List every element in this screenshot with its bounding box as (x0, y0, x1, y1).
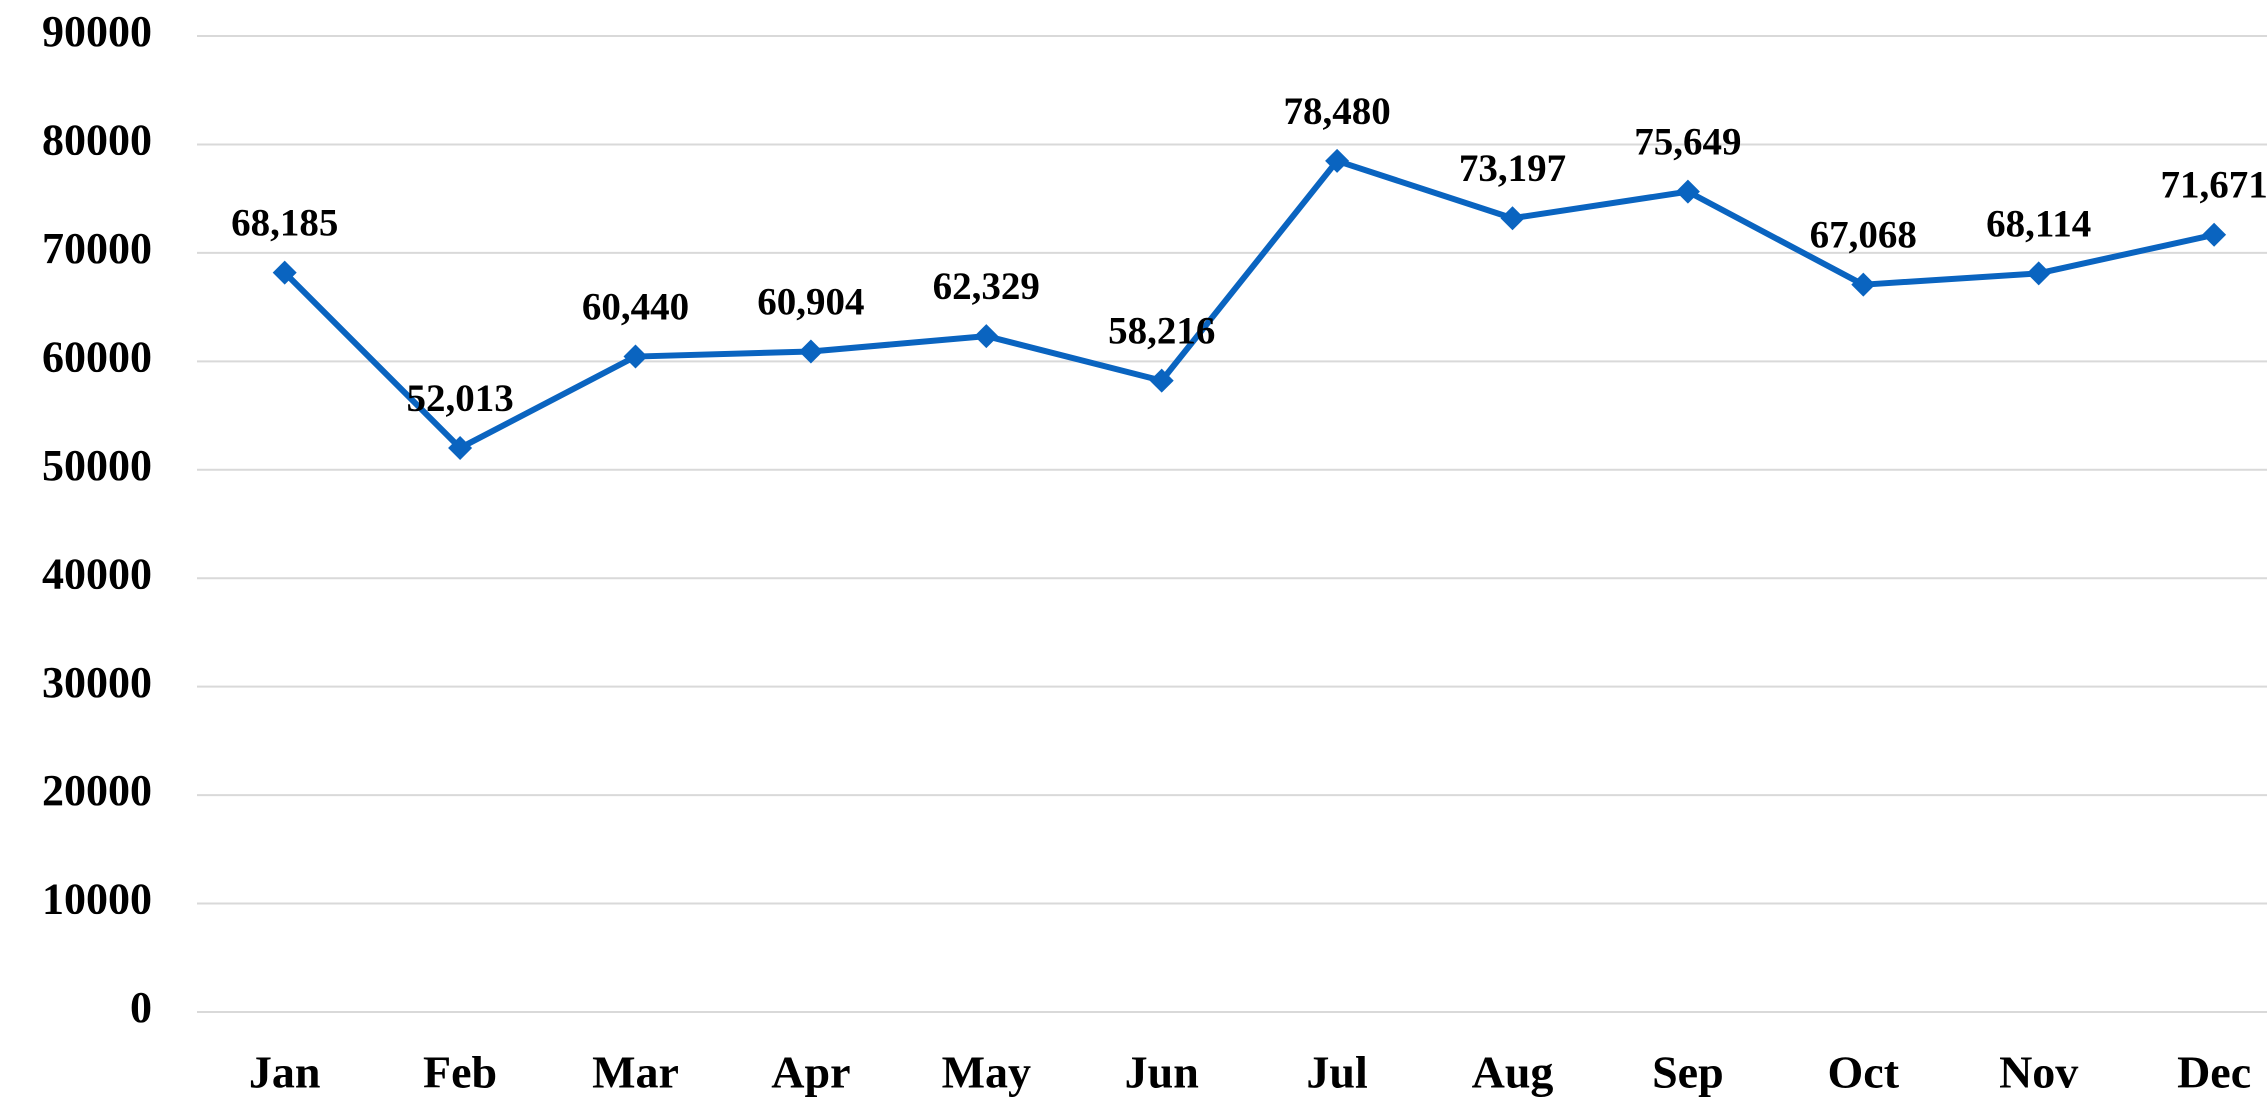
marker (272, 260, 297, 285)
marker (623, 344, 648, 369)
x-tick-label: Mar (592, 1047, 679, 1098)
x-tick-label: Nov (1999, 1047, 2078, 1098)
x-tick-label: Feb (423, 1047, 497, 1098)
data-label: 75,649 (1634, 121, 1741, 164)
data-label: 78,480 (1283, 90, 1390, 133)
data-label: 71,671 (2160, 164, 2267, 207)
series-line (282, 157, 2215, 451)
x-tick-label: Jan (249, 1047, 321, 1098)
x-tick-label: May (942, 1047, 1031, 1098)
marker (2202, 222, 2227, 247)
x-tick-label: Oct (1828, 1047, 1900, 1098)
marker (798, 339, 823, 364)
marker (448, 435, 473, 460)
x-tick-label: Jun (1125, 1047, 1199, 1098)
y-tick-label: 90000 (42, 7, 152, 56)
marker (2026, 261, 2051, 286)
y-tick-label: 50000 (42, 441, 152, 490)
y-tick-label: 10000 (42, 875, 152, 924)
data-label: 68,185 (231, 202, 338, 245)
data-label: 60,904 (757, 280, 864, 323)
y-tick-label: 20000 (42, 766, 152, 815)
data-label: 52,013 (406, 377, 513, 420)
y-tick-label: 60000 (42, 332, 152, 381)
data-label: 60,440 (582, 286, 689, 329)
marker (1500, 206, 1525, 231)
x-tick-label: Sep (1652, 1047, 1724, 1098)
x-tick-label: Dec (2177, 1047, 2251, 1098)
marker (974, 324, 999, 349)
data-label: 73,197 (1459, 147, 1566, 190)
y-tick-label: 80000 (42, 116, 152, 165)
y-tick-label: 40000 (42, 549, 152, 598)
x-tick-label: Jul (1306, 1047, 1367, 1098)
y-tick-label: 0 (130, 983, 152, 1032)
data-label: 62,329 (933, 265, 1040, 308)
data-label: 67,068 (1810, 214, 1917, 257)
y-tick-label: 70000 (42, 224, 152, 273)
x-tick-label: Apr (771, 1047, 850, 1098)
data-label: 58,216 (1108, 310, 1215, 353)
marker (1325, 148, 1350, 173)
x-tick-label: Aug (1472, 1047, 1554, 1098)
marker (1675, 179, 1700, 204)
data-label: 68,114 (1986, 202, 2091, 245)
marker (1851, 272, 1876, 297)
marker (1149, 368, 1174, 393)
y-tick-label: 30000 (42, 658, 152, 707)
